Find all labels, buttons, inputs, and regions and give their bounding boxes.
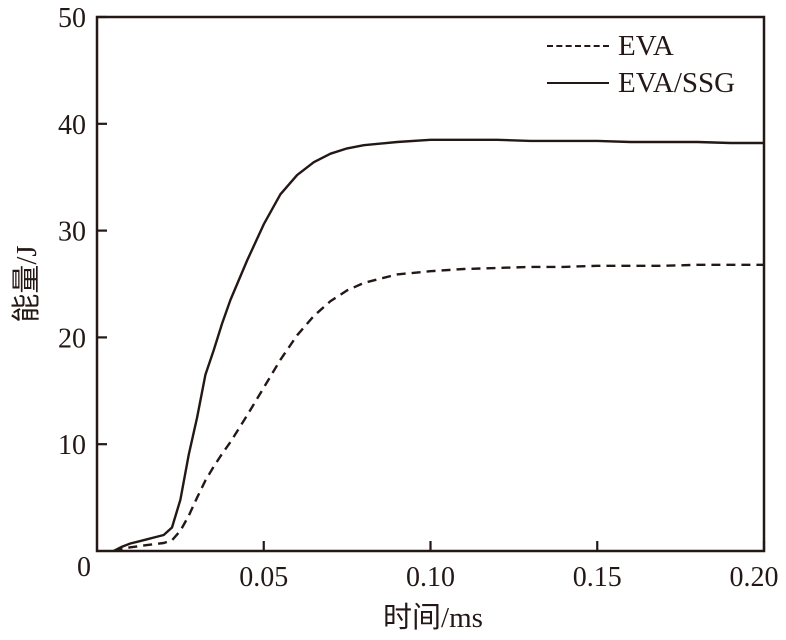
y-tick-label: 30	[58, 217, 86, 248]
x-tick-label: 0.15	[573, 562, 622, 593]
x-tick-label: 0.05	[239, 562, 288, 593]
y-tick-label: 40	[58, 110, 86, 141]
legend: EVA EVA/SSG	[547, 29, 735, 100]
y-tick-label: 10	[58, 430, 86, 461]
y-tick-label: 20	[58, 323, 86, 354]
y-tick-label: 50	[58, 3, 86, 34]
x-tick-label: 0.10	[406, 562, 455, 593]
series-line-eva	[113, 263, 764, 553]
legend-label-eva: EVA	[618, 29, 674, 62]
legend-label-eva-ssg: EVA/SSG	[618, 66, 736, 99]
origin-tick-label: 0	[77, 552, 91, 583]
legend-solid-line-sample	[547, 82, 609, 84]
legend-item-eva: EVA	[547, 29, 735, 63]
legend-item-eva-ssg: EVA/SSG	[547, 66, 735, 100]
y-axis-label: 能量/J	[11, 245, 43, 323]
x-tick-label: 0.20	[730, 562, 779, 593]
x-axis-label: 时间/ms	[383, 602, 483, 634]
series-line-eva-ssg	[113, 138, 764, 553]
legend-dashed-line-sample	[547, 45, 609, 47]
